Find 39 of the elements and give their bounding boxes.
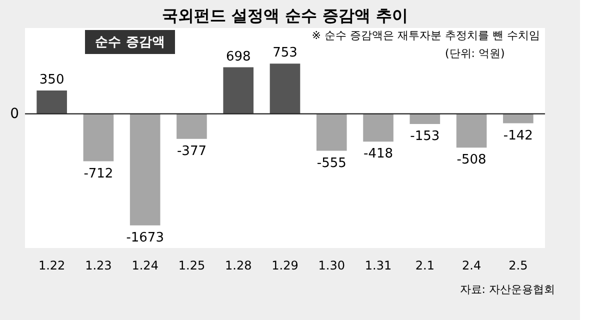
text: (단위: 억원)	[445, 47, 505, 60]
data-label: -712	[84, 166, 114, 182]
x-tick-label: 1.22	[38, 258, 66, 272]
x-tick-label: 1.24	[132, 258, 158, 272]
data-label: 698	[226, 49, 251, 64]
x-tick-label: 1.29	[272, 258, 298, 272]
x-tick-label: 2.1	[415, 258, 434, 272]
x-tick-label: 1.28	[225, 258, 252, 272]
bar	[410, 114, 440, 124]
bar	[130, 114, 160, 226]
data-label: -555	[316, 156, 346, 171]
bar	[270, 64, 300, 114]
bar	[316, 114, 347, 151]
data-label: 753	[272, 46, 298, 61]
x-tick-label: 1.23	[85, 258, 112, 272]
text: 순수 증감액	[95, 35, 165, 50]
data-label: -377	[176, 144, 206, 159]
bar	[83, 114, 114, 162]
text: ※ 순수 증감액은 재투자분 추정치를 뺀 수치임	[312, 29, 540, 42]
data-label: -508	[456, 152, 486, 168]
data-label: -153	[410, 129, 440, 144]
x-tick-label: 1.30	[318, 258, 345, 272]
x-tick-label: 2.4	[462, 258, 482, 272]
chart-title: 국외펀드 설정액 순수 증감액 추이	[162, 6, 408, 25]
data-label: -1673	[126, 230, 164, 246]
x-tick-label: 1.31	[364, 258, 392, 272]
bar	[36, 90, 67, 114]
x-tick-label: 2.5	[508, 258, 528, 272]
text: 자료: 자산운용협회	[460, 283, 555, 296]
data-label: 350	[39, 72, 64, 88]
data-label: -142	[503, 128, 533, 144]
bar	[503, 114, 534, 124]
bar	[363, 114, 394, 142]
data-label: -418	[364, 146, 394, 162]
text: 0	[10, 106, 19, 122]
bar	[456, 114, 487, 148]
x-tick-label: 1.25	[178, 258, 206, 272]
bar	[176, 114, 207, 139]
bar	[223, 67, 254, 114]
